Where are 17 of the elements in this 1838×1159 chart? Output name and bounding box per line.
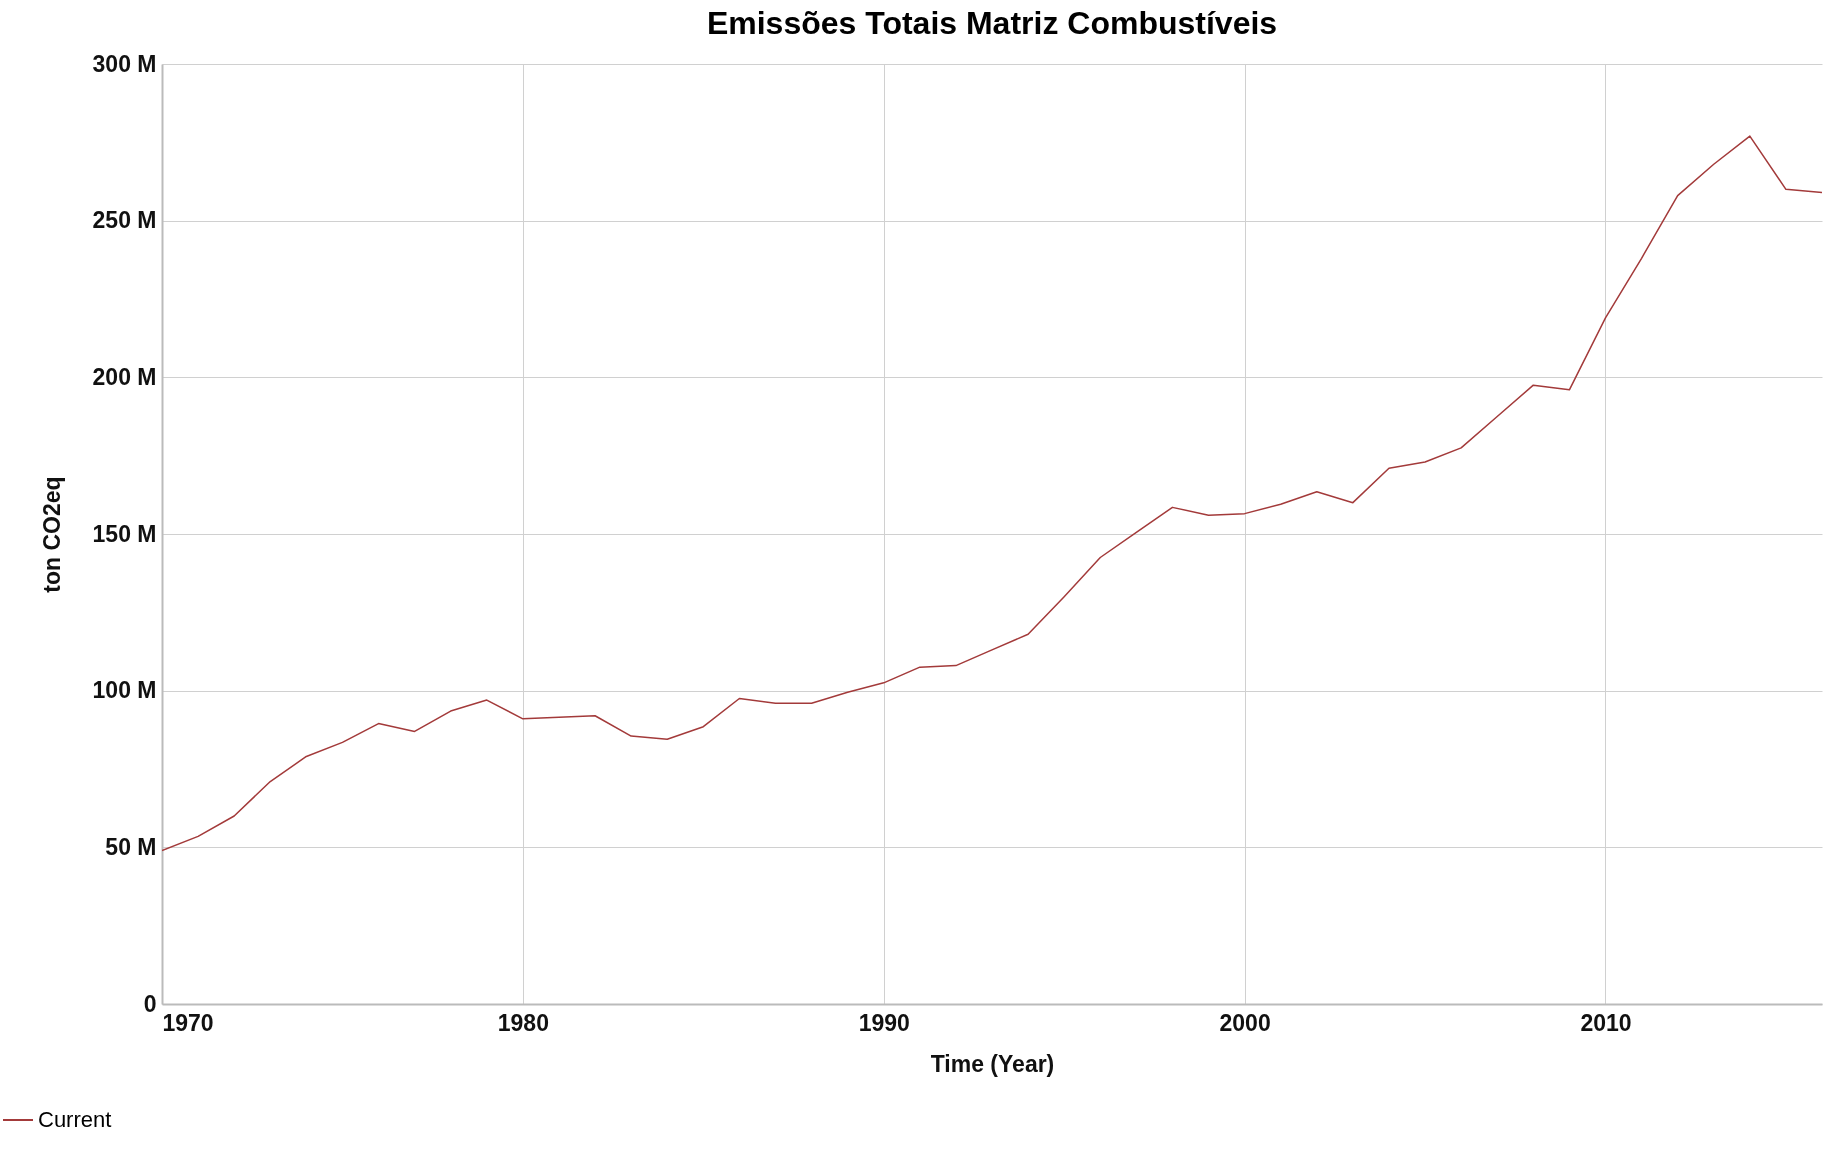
chart-title: Emissões Totais Matriz Combustíveis bbox=[706, 5, 1278, 41]
x-tick-label: 1980 bbox=[497, 1009, 549, 1036]
y-tick-label: 250 M bbox=[92, 207, 157, 234]
y-tick-label: 150 M bbox=[92, 520, 157, 547]
y-tick-label: 0 bbox=[143, 990, 157, 1017]
x-tick-label: 1990 bbox=[858, 1009, 910, 1036]
y-axis-title: ton CO2eq bbox=[38, 476, 65, 593]
y-tick-label: 50 M bbox=[105, 833, 157, 860]
x-tick-label: 2010 bbox=[1580, 1009, 1632, 1036]
x-tick-label: 2000 bbox=[1219, 1009, 1271, 1036]
x-axis-title: Time (Year) bbox=[930, 1050, 1055, 1077]
legend-label: Current bbox=[38, 1107, 112, 1132]
line-series bbox=[162, 135, 1822, 852]
y-tick-label: 200 M bbox=[92, 363, 157, 390]
y-tick-label: 300 M bbox=[92, 50, 157, 77]
x-tick-label: 1970 bbox=[162, 1009, 214, 1036]
y-tick-label: 100 M bbox=[92, 677, 157, 704]
